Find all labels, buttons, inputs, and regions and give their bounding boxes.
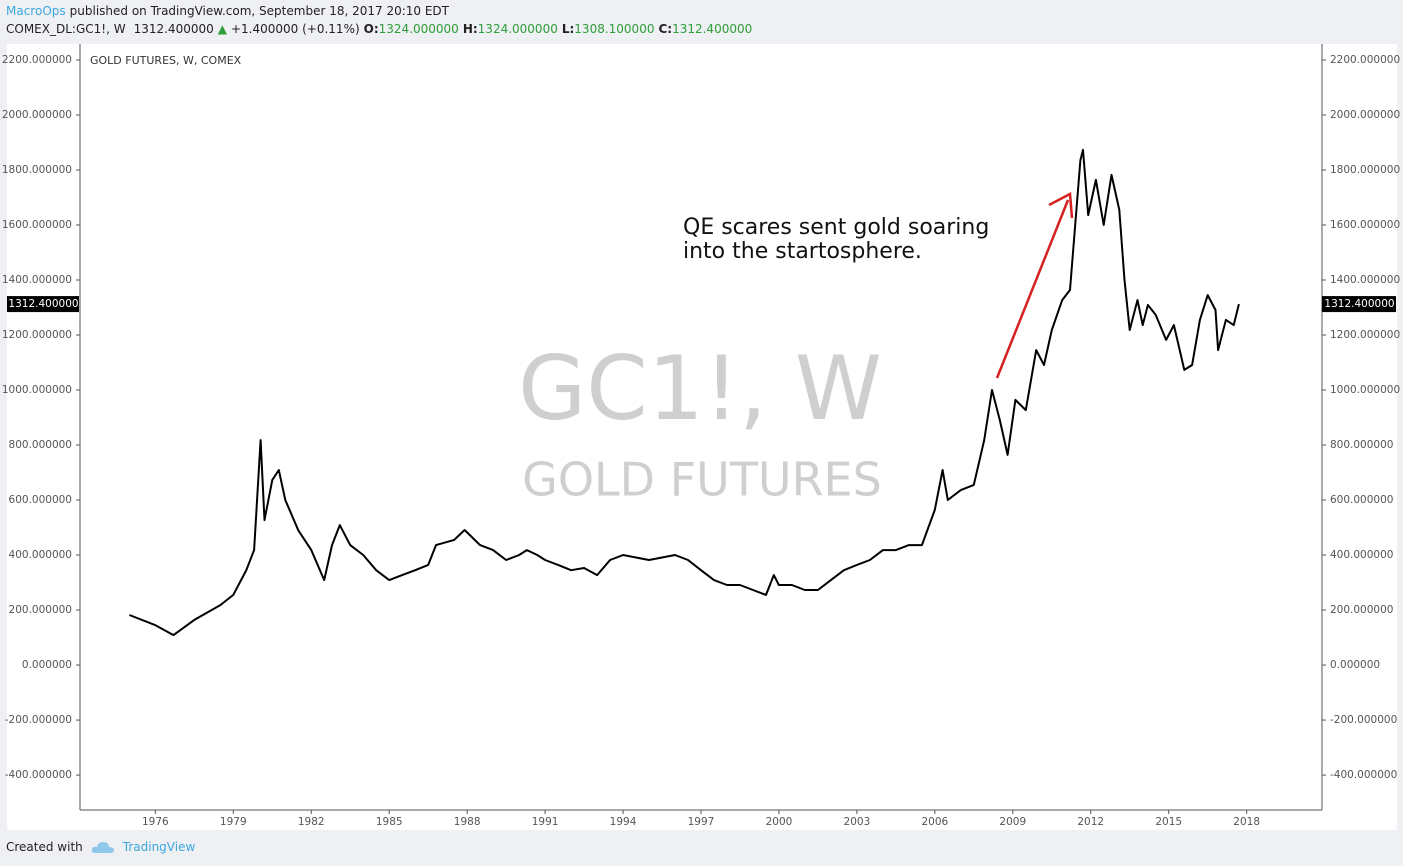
x-tick-label: 2012 bbox=[1077, 816, 1104, 828]
low-label: L: bbox=[561, 22, 575, 36]
x-tick-label: 2009 bbox=[999, 816, 1026, 828]
annotation-arrowhead bbox=[1048, 192, 1074, 219]
brand[interactable]: TradingView bbox=[122, 840, 196, 854]
published: published on TradingView.com, September … bbox=[69, 4, 449, 18]
footer: Created with TradingView bbox=[6, 840, 195, 854]
y-tick-label: 600.000000 bbox=[1330, 494, 1393, 506]
x-tick-label: 1988 bbox=[454, 816, 481, 828]
high-label: H: bbox=[462, 22, 478, 36]
x-tick-label: 2018 bbox=[1233, 816, 1260, 828]
open: 1324.000000 bbox=[378, 22, 459, 36]
x-tick-label: 1982 bbox=[298, 816, 325, 828]
x-tick-label: 1985 bbox=[376, 816, 403, 828]
created-with: Created with bbox=[6, 840, 83, 854]
up-arrow: ▲ bbox=[217, 22, 227, 36]
symbol: COMEX_DL:GC1!, W bbox=[6, 22, 126, 36]
y-tick-label: -400.000000 bbox=[1330, 769, 1397, 781]
x-tick-label: 1994 bbox=[610, 816, 637, 828]
y-tick-label: 800.000000 bbox=[9, 439, 72, 451]
y-tick-label: 2000.000000 bbox=[2, 109, 72, 121]
x-tick-label: 1976 bbox=[142, 816, 169, 828]
panel bbox=[7, 44, 1397, 830]
y-tick-label: 1600.000000 bbox=[2, 219, 72, 231]
y-tick-label: 0.000000 bbox=[1330, 659, 1380, 671]
y-tick-label: 1000.000000 bbox=[1330, 384, 1400, 396]
y-tick-label: 0.000000 bbox=[22, 659, 72, 671]
y-tick-label: 400.000000 bbox=[1330, 549, 1393, 561]
author[interactable]: MacroOps bbox=[6, 4, 66, 18]
header-line-1: MacroOps published on TradingView.com, S… bbox=[6, 4, 449, 18]
y-tick-label: 1600.000000 bbox=[1330, 219, 1400, 231]
watermark-symbol: GC1!, W bbox=[518, 337, 882, 440]
high: 1324.000000 bbox=[477, 22, 558, 36]
annotation-arrow bbox=[995, 199, 1070, 379]
annotation: QE scares sent gold soaring bbox=[683, 215, 989, 240]
x-tick-label: 1997 bbox=[688, 816, 715, 828]
y-tick-label: 1200.000000 bbox=[2, 329, 72, 341]
y-tick-label: 600.000000 bbox=[9, 494, 72, 506]
y-tick-label: 400.000000 bbox=[9, 549, 72, 561]
y-tick-label: 1800.000000 bbox=[2, 164, 72, 176]
open-label: O: bbox=[363, 22, 379, 36]
y-tick-label: 800.000000 bbox=[1330, 439, 1393, 451]
y-tick-label: 2200.000000 bbox=[1330, 54, 1400, 66]
close-label: C: bbox=[658, 22, 673, 36]
x-tick-label: 2006 bbox=[921, 816, 948, 828]
close: 1312.400000 bbox=[672, 22, 753, 36]
y-tick-label: 1000.000000 bbox=[2, 384, 72, 396]
y-tick-label: 2000.000000 bbox=[1330, 109, 1400, 121]
y-tick-label: 2200.000000 bbox=[2, 54, 72, 66]
header-line-2: COMEX_DL:GC1!, W 1312.400000 ▲ +1.400000… bbox=[6, 22, 752, 36]
y-tick-label: -400.000000 bbox=[5, 769, 72, 781]
x-tick-label: 2015 bbox=[1155, 816, 1182, 828]
price: 1312.400000 bbox=[133, 22, 214, 36]
x-tick-label: 2003 bbox=[844, 816, 871, 828]
change: +1.400000 (+0.11%) bbox=[230, 22, 360, 36]
last-price-label: 1312.400000 bbox=[1324, 298, 1394, 310]
watermark-name: GOLD FUTURES bbox=[522, 453, 882, 507]
price-line bbox=[129, 148, 1240, 637]
x-tick-label: 1979 bbox=[220, 816, 247, 828]
logo bbox=[91, 842, 114, 853]
y-tick-label: 200.000000 bbox=[9, 604, 72, 616]
y-tick-label: 1400.000000 bbox=[1330, 274, 1400, 286]
last-price-tag bbox=[1322, 296, 1396, 313]
x-tick-label: 1991 bbox=[532, 816, 559, 828]
y-tick-label: -200.000000 bbox=[1330, 714, 1397, 726]
x-tick-label: 2000 bbox=[766, 816, 793, 828]
last-price-tag bbox=[7, 296, 79, 313]
y-tick-label: 1800.000000 bbox=[1330, 164, 1400, 176]
chart-title: GOLD FUTURES, W, COMEX bbox=[90, 54, 242, 67]
y-tick-label: 1400.000000 bbox=[2, 274, 72, 286]
annotation: into the startosphere. bbox=[683, 239, 922, 264]
y-tick-label: 1200.000000 bbox=[1330, 329, 1400, 341]
low: 1308.100000 bbox=[574, 22, 655, 36]
y-tick-label: 200.000000 bbox=[1330, 604, 1393, 616]
last-price-label: 1312.400000 bbox=[8, 298, 78, 310]
y-tick-label: -200.000000 bbox=[5, 714, 72, 726]
